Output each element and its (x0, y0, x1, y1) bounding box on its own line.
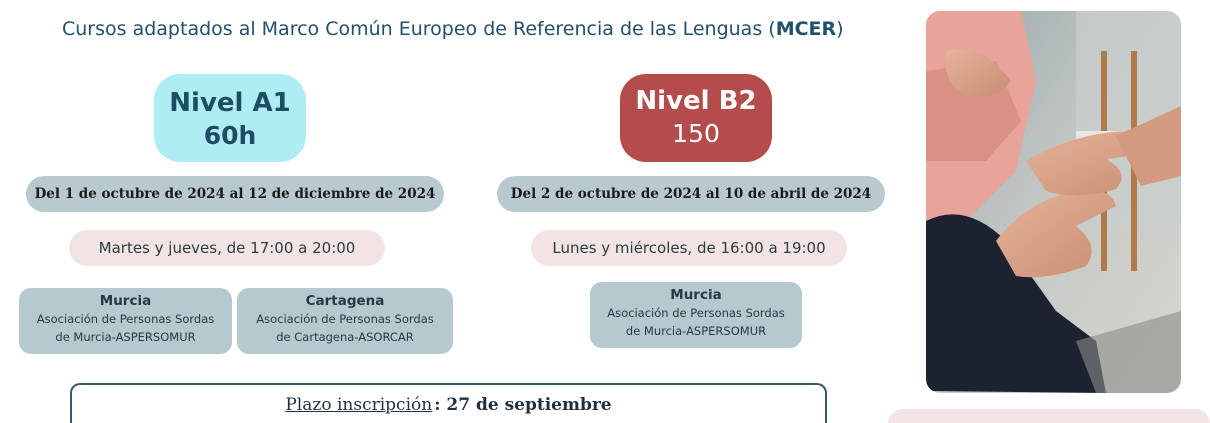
heading-text: Cursos adaptados al Marco Común Europeo … (62, 18, 776, 40)
location-org-line1: Asociación de Personas Sordas (36, 312, 215, 326)
decorative-corner-box (888, 409, 1210, 423)
page-heading: Cursos adaptados al Marco Común Europeo … (62, 18, 862, 40)
deadline-label: Plazo inscripción (285, 395, 433, 415)
location-org-line2: de Cartagena-ASORCAR (276, 330, 414, 344)
level-b2-name: Nivel B2 (635, 86, 757, 116)
level-a1-schedule: Martes y jueves, de 17:00 a 20:00 (69, 230, 385, 266)
level-b2-badge: Nivel B2 150 (620, 74, 772, 162)
deadline-date: : 27 de septiembre (434, 395, 612, 415)
location-cartagena-a1: Cartagena Asociación de Personas Sordas … (237, 288, 453, 354)
registration-deadline: Plazo inscripción: 27 de septiembre (70, 383, 827, 423)
level-b2-dates: Del 2 de octubre de 2024 al 10 de abril … (497, 176, 885, 212)
level-b2-hours: 150 (672, 119, 720, 148)
level-a1-hours: 60h (203, 121, 257, 150)
location-city: Murcia (670, 287, 722, 303)
heading-close: ) (836, 18, 844, 40)
location-org-line1: Asociación de Personas Sordas (256, 312, 434, 326)
level-a1-badge: Nivel A1 60h (154, 74, 306, 162)
location-city: Cartagena (305, 293, 385, 309)
level-a1-dates: Del 1 de octubre de 2024 al 12 de diciem… (26, 176, 444, 212)
location-murcia-a1: Murcia Asociación de Personas Sordas de … (19, 288, 232, 354)
location-org-line1: Asociación de Personas Sordas (607, 306, 785, 320)
location-city: Murcia (99, 293, 152, 309)
location-org-line2: de Murcia-ASPERSOMUR (625, 324, 767, 338)
location-org-line2: de Murcia-ASPERSOMUR (55, 330, 196, 344)
heading-acronym: MCER (775, 18, 837, 40)
level-a1-name: Nivel A1 (169, 88, 291, 118)
level-b2-schedule: Lunes y miércoles, de 16:00 a 19:00 (531, 230, 847, 266)
location-murcia-b2: Murcia Asociación de Personas Sordas de … (590, 282, 802, 348)
sign-language-photo (926, 11, 1181, 393)
